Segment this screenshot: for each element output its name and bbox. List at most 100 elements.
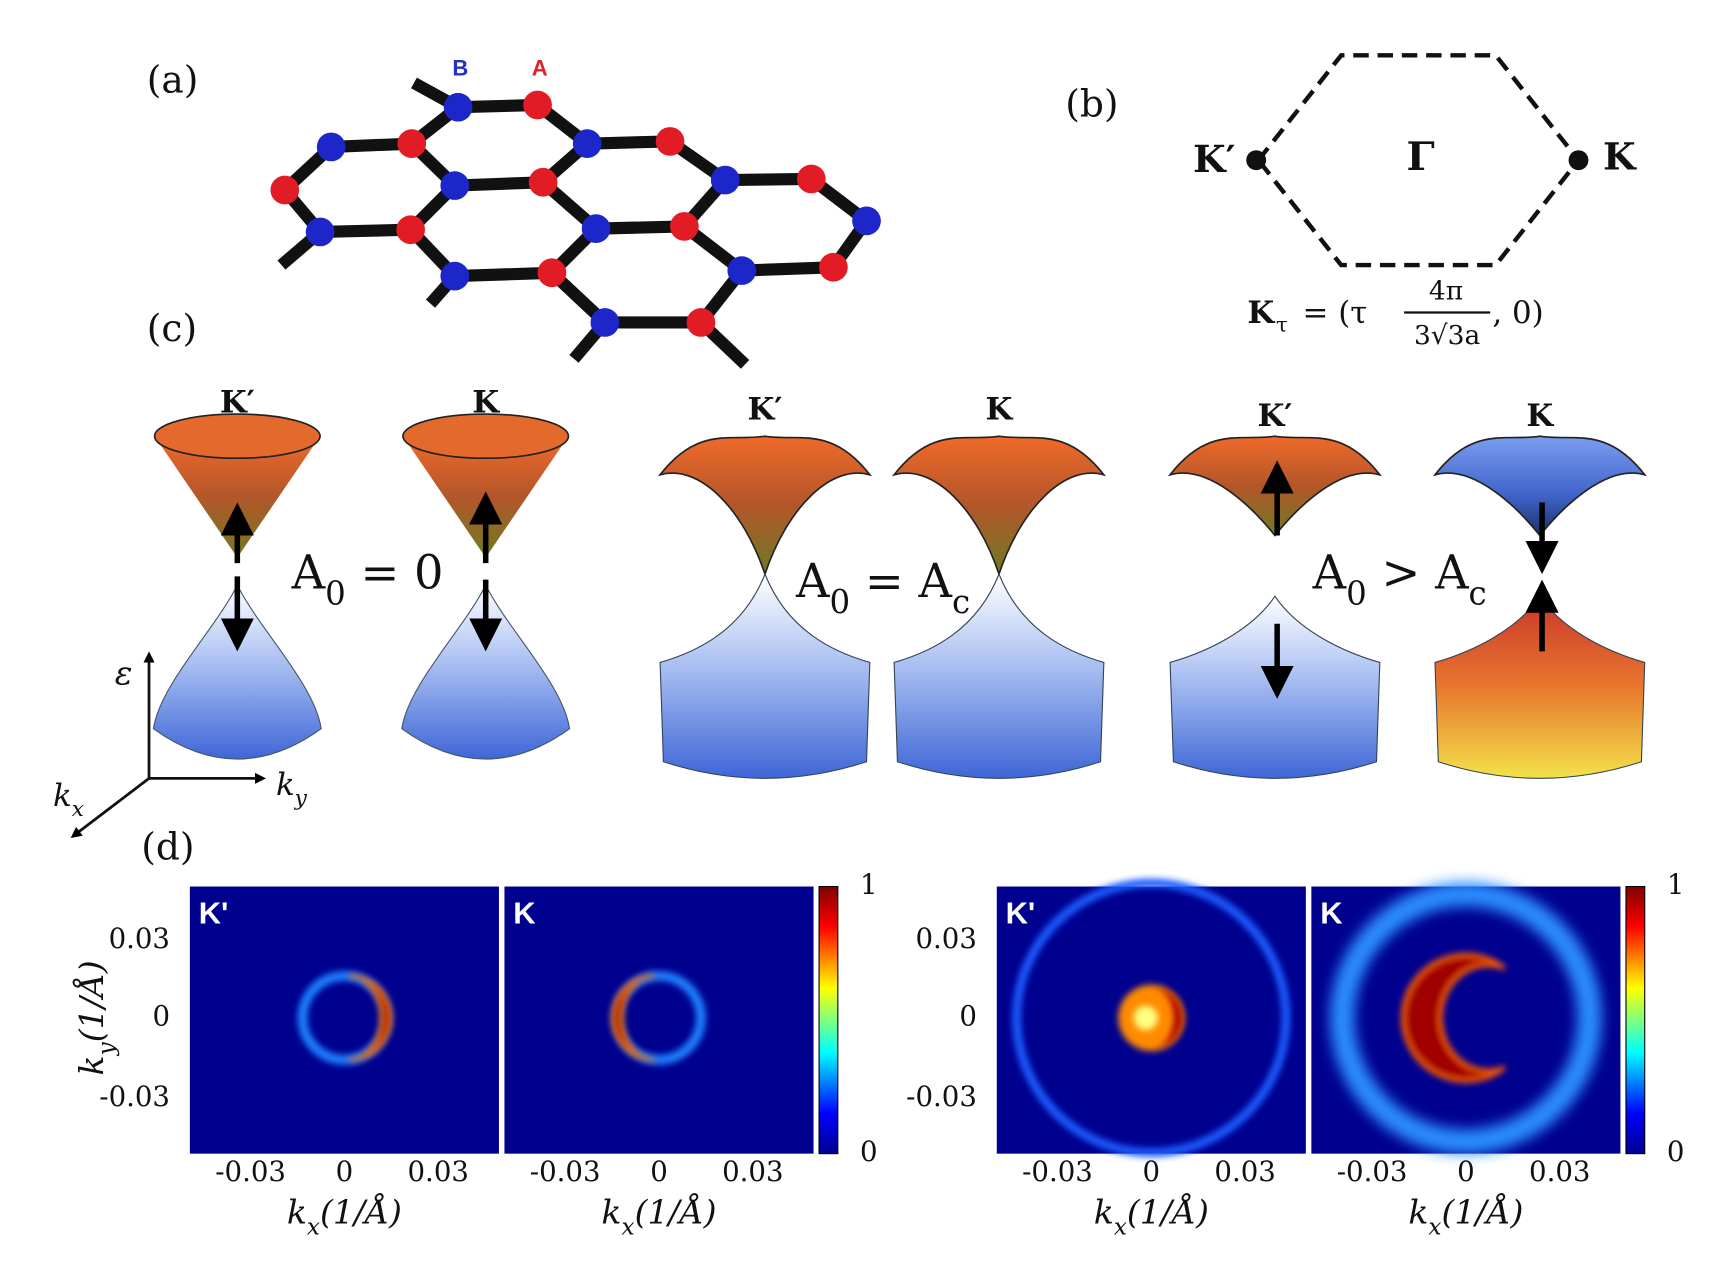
upper-band [1432,435,1647,537]
subscript: 0 [1346,574,1367,612]
colorbar [818,885,839,1155]
bond [741,261,834,277]
upper-band [154,436,321,558]
atom [528,167,558,197]
heatmap [189,886,499,1154]
upper-band-top [153,413,321,460]
valley-label: K [513,895,536,930]
atom [316,132,346,162]
x-tick-label: 0.03 [1529,1155,1590,1188]
axis-label: kx [53,778,84,822]
panel-label: (b) [1065,82,1118,126]
x-tick-label: -0.03 [215,1155,286,1188]
condition: A0 = Ac [795,554,970,621]
atom [523,90,552,120]
text-part: (1/Å) [1442,1191,1524,1231]
subscript: c [1469,574,1487,612]
atom [655,127,685,156]
x-tick-label: 0.03 [408,1155,469,1188]
condition: A0 > Ac [1312,545,1487,612]
text-part: k [72,1055,111,1075]
x-tick-label: 0 [1143,1155,1161,1188]
upper-band [891,435,1107,577]
x-tick-label: 0 [650,1155,668,1188]
atom [727,256,757,285]
heatmap [504,886,814,1154]
lower-band [893,572,1105,779]
subscript: 0 [830,583,851,621]
x-tick-label: 0.03 [1214,1155,1275,1188]
y-tick-label: 0 [959,999,977,1032]
valley-label: K' [199,895,229,930]
x-axis-label: kx(1/Å) [1094,1191,1209,1240]
x-tick-label: 0 [1457,1155,1475,1188]
valley-label: K [986,391,1014,427]
y-tick-label: 0 [152,999,170,1032]
subscript: x [1114,1213,1127,1240]
text-part: (1/Å) [71,960,111,1042]
atom [270,175,300,205]
atom [670,212,699,241]
valley-label: K [1526,398,1554,434]
subscript: x [622,1213,635,1240]
atom [590,308,620,337]
bond [595,220,685,235]
text-part: (1/Å) [1127,1191,1209,1231]
text-part: A [291,545,326,599]
y-tick-label: -0.03 [99,1080,170,1113]
axis-line [70,777,150,838]
colorbar [1625,885,1646,1155]
text-part: k [601,1192,621,1231]
valley-label: K' [1006,895,1036,930]
atom [819,252,848,282]
heatmap-ring [1012,878,1291,1157]
text-part: A [795,554,830,608]
heatmap-ring [1330,882,1602,1154]
formula-part: τ [1276,312,1288,336]
valley-label: K′ [1257,398,1292,434]
subscript: c [952,583,970,621]
atom [537,258,567,288]
text-part: = 0 [346,545,444,599]
lower-band [659,572,871,779]
formula-part: 4π [1429,276,1463,307]
k-point [1568,150,1589,171]
axis-label: ε [115,654,133,693]
subscript: y [294,786,308,811]
heatmap-crescent [1151,986,1183,1049]
y-tick-label: 0.03 [109,922,170,955]
atom [443,92,473,122]
bond [319,223,411,239]
heatmap-crescent [348,974,393,1062]
bond [725,172,812,187]
text-part: k [53,778,72,814]
colorbar-tick-label: 0 [860,1135,878,1168]
bz-label: Γ [1407,134,1435,180]
atom [440,261,470,291]
site-label: A [532,56,548,81]
text-part: k [1094,1192,1114,1231]
upper-band-top [402,413,570,460]
x-tick-label: 0 [336,1155,354,1188]
formula-part: , 0) [1492,295,1543,331]
site-label: B [452,56,468,81]
colorbar-tick-label: 1 [860,868,878,901]
y-tick-label: -0.03 [906,1080,977,1113]
text-part: k [276,767,295,803]
atom [852,206,881,236]
text-part: k [287,1192,307,1231]
atom [572,129,602,158]
y-tick-label: 0.03 [915,922,976,955]
valley-label: K′ [747,391,782,427]
x-axis-label: kx(1/Å) [601,1191,716,1240]
formula-part: = (τ [1303,295,1368,331]
heatmap-crescent [611,974,655,1062]
text-part: A [1312,545,1347,599]
subscript: x [1428,1213,1441,1240]
atom [796,164,826,194]
text-part: = A [850,554,952,608]
x-tick-label: -0.03 [1337,1155,1408,1188]
k-point [1246,150,1267,171]
